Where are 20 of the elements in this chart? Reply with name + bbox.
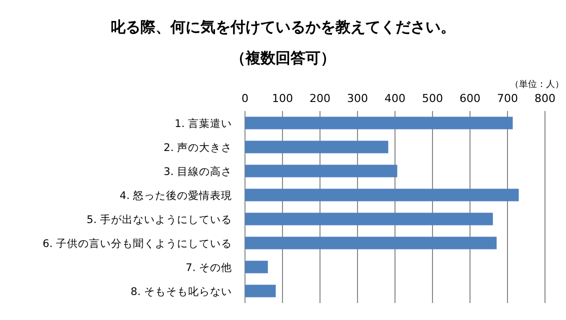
y-tick-label: 5. 手が出ないようにしている	[86, 213, 232, 226]
y-tick-label: 2. 声の大きさ	[164, 141, 232, 154]
x-tick-label: 300	[347, 92, 368, 105]
text: （単位：人）	[510, 79, 564, 90]
chart-title: 叱る際、何に気を付けているかを教えてください。	[110, 18, 456, 36]
x-tick-label: 100	[272, 92, 293, 105]
y-tick-label: 3. 目線の高さ	[164, 165, 232, 178]
x-tick-label: 700	[497, 92, 518, 105]
y-tick-label: 7. その他	[186, 262, 232, 274]
y-tick-label: 1. 言葉遣い	[174, 117, 232, 130]
x-tick-label: 600	[460, 92, 480, 105]
x-tick-label: 500	[422, 92, 443, 105]
y-tick-label: 4. 怒った後の愛情表現	[120, 189, 232, 202]
chart-subtitle: （複数回答可）	[230, 49, 336, 67]
x-tick-label: 200	[310, 92, 330, 105]
x-tick-label: 0	[242, 92, 248, 105]
y-tick-label: 8. そもそも叱らない	[130, 285, 232, 298]
x-tick-label: 800	[534, 92, 556, 105]
y-tick-label: 6. 子供の言い分も聞くようにしている	[42, 237, 232, 250]
x-tick-label: 400	[384, 92, 406, 105]
